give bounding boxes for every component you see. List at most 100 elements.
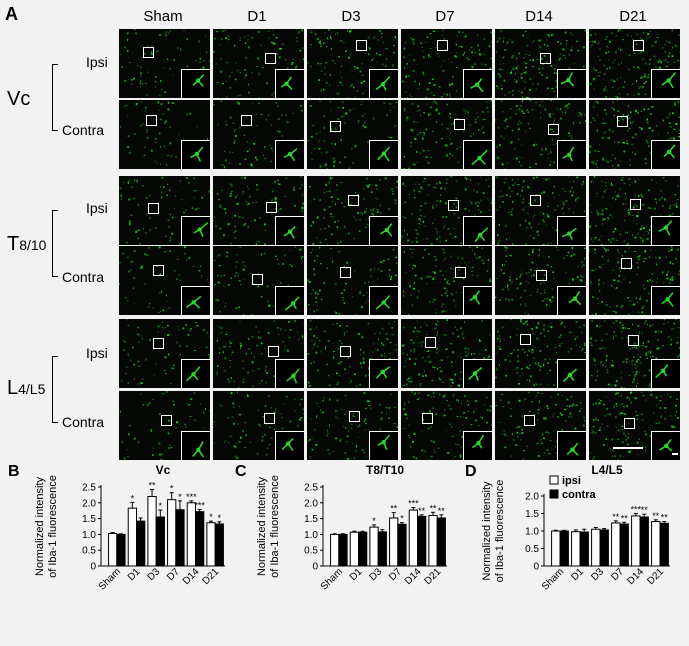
bar-ipsi: [186, 502, 197, 567]
bar-contra: [195, 511, 205, 567]
magnified-inset: [275, 140, 304, 169]
micrograph-tile: [119, 100, 210, 169]
significance-marker: **: [430, 503, 438, 513]
micrograph-tile: [307, 29, 398, 98]
roi-box: [268, 346, 279, 357]
roi-box: [340, 346, 351, 357]
x-tick-label: D14: [181, 566, 202, 587]
micrograph-tile: [401, 319, 492, 388]
magnified-inset: [369, 69, 398, 98]
bar-contra: [214, 523, 224, 567]
x-tick-label: Sham: [540, 566, 566, 592]
bar-contra: [136, 520, 146, 567]
region-label-t8-10: T8/10: [7, 233, 46, 256]
y-tick-label: 1.5: [525, 509, 539, 520]
x-tick-label: D7: [165, 566, 182, 583]
roi-box: [536, 270, 547, 281]
bar-ipsi: [551, 530, 561, 567]
significance-marker: **: [621, 513, 629, 523]
significance-marker: *: [218, 513, 222, 523]
y-axis-label: Normalized intensity: [481, 481, 493, 581]
significance-marker: *: [209, 512, 213, 522]
significance-marker: **: [641, 505, 649, 515]
panel-letter-b: B: [8, 463, 20, 480]
row-label-contra: Contra: [62, 122, 105, 138]
micrograph-tile: [307, 391, 398, 460]
bar-contra: [397, 523, 407, 567]
micrograph-tile: [495, 176, 586, 245]
microglia-speckle: [401, 176, 492, 245]
magnified-inset: [275, 431, 304, 460]
y-axis-label: of Iba-1 fluorescence: [47, 475, 59, 578]
micrograph-tile: [307, 176, 398, 245]
roi-box: [143, 47, 154, 58]
roi-box: [621, 258, 632, 269]
roi-box: [340, 267, 351, 278]
chart-title: Vc: [156, 463, 171, 477]
magnified-inset: [463, 286, 492, 315]
bar-ipsi: [631, 515, 641, 567]
magnified-inset: [557, 286, 586, 315]
row-label-contra: Contra: [62, 414, 105, 430]
magnified-inset: [369, 140, 398, 169]
magnified-inset: [275, 359, 304, 388]
bar-charts: B Vc Normalized intensity of Iba-1 fluoresc…: [8, 463, 670, 593]
bar-ipsi: [167, 499, 177, 567]
bar-contra: [436, 517, 446, 567]
microglia-speckle: [589, 100, 680, 169]
magnified-inset: [275, 216, 304, 245]
microglia-speckle: [121, 319, 210, 388]
legend-swatch-ipsi: [549, 475, 559, 485]
roi-box: [153, 265, 164, 276]
x-tick-label: Sham: [319, 566, 345, 592]
bracket-l: [52, 356, 53, 422]
region-name-l: L: [7, 377, 19, 399]
significance-marker: **: [438, 506, 446, 516]
roi-box: [540, 53, 551, 64]
x-tick-label: D21: [201, 566, 222, 587]
legend-swatch-contra: [549, 489, 559, 499]
roi-box: [153, 338, 164, 349]
roi-box: [524, 415, 535, 426]
magnified-inset: [557, 69, 586, 98]
bar-ipsi: [591, 528, 601, 567]
micrograph-tile: [213, 176, 304, 245]
region-sub-t: 8/10: [19, 237, 47, 253]
bar-contra: [639, 516, 649, 567]
magnified-inset: [181, 431, 210, 460]
column-label-d3: D3: [341, 8, 361, 25]
y-tick-label: 0: [90, 562, 96, 573]
magnified-inset: [651, 140, 680, 169]
x-tick-label: D7: [387, 566, 404, 583]
y-tick-label: 0.5: [525, 544, 539, 555]
bar-ipsi: [369, 526, 379, 567]
significance-marker: *: [400, 514, 404, 524]
roi-box: [624, 418, 635, 429]
y-tick-label: 1.0: [304, 530, 318, 541]
panel-letter-c: C: [235, 463, 247, 480]
bracket-tick: [52, 422, 58, 423]
bracket-t: [52, 210, 53, 276]
magnified-inset: [463, 216, 492, 245]
roi-box: [633, 40, 644, 51]
magnified-inset: [557, 140, 586, 169]
micrograph-tile: [401, 246, 492, 315]
x-tick-label: D1: [348, 566, 365, 583]
roi-box: [455, 267, 466, 278]
roi-box: [548, 124, 559, 135]
y-tick-label: 1.5: [304, 514, 318, 525]
bar-contra: [338, 533, 348, 567]
magnified-inset: [557, 216, 586, 245]
y-tick-label: 2.0: [304, 498, 318, 509]
micrograph-tile: [589, 100, 680, 169]
magnified-inset: [369, 431, 398, 460]
significance-marker: ***: [194, 500, 205, 510]
roi-box: [349, 411, 360, 422]
magnified-inset: [181, 286, 210, 315]
magnified-inset: [463, 431, 492, 460]
microglia-speckle: [119, 391, 210, 460]
micrograph-tile: [213, 246, 304, 315]
significance-marker: *: [178, 492, 182, 502]
legend-label-ipsi: ipsi: [562, 475, 581, 487]
x-tick-label: D1: [569, 566, 586, 583]
